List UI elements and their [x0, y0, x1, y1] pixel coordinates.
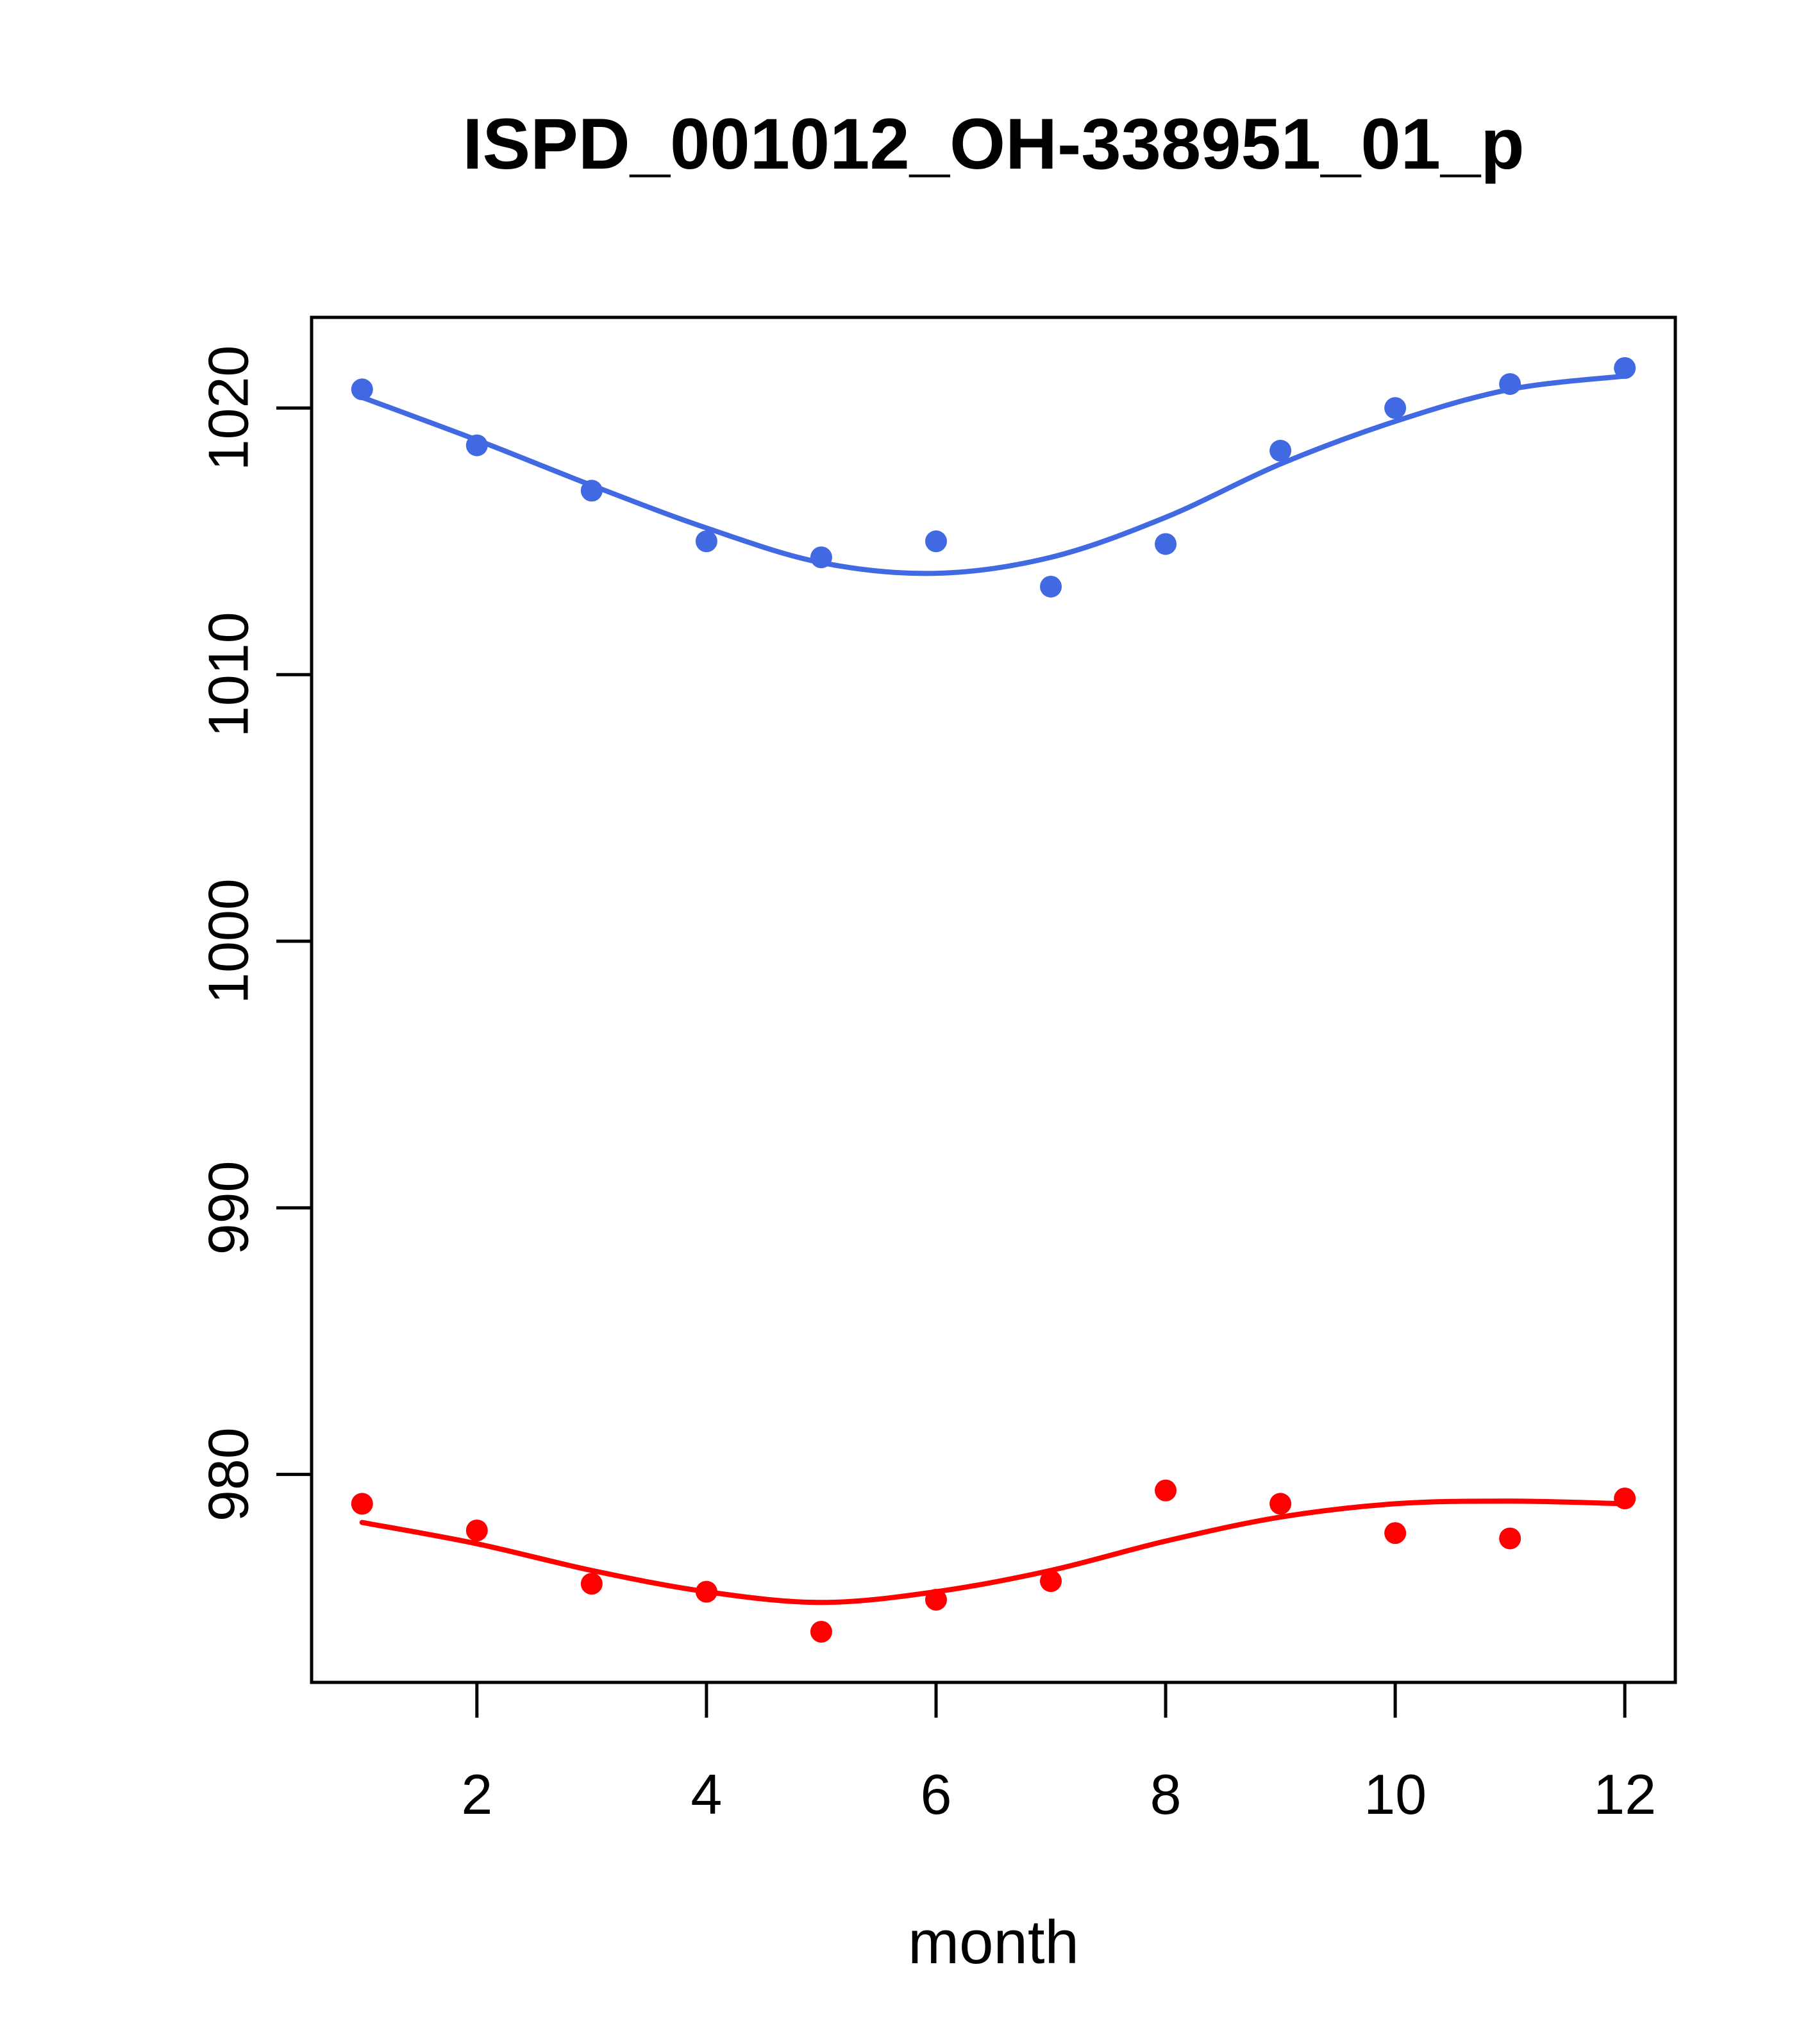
upper-pressure-series-data-point	[580, 480, 603, 502]
y-tick-label: 1020	[197, 345, 260, 471]
lower-pressure-series-data-point	[810, 1620, 832, 1643]
upper-pressure-series-data-point	[925, 530, 947, 553]
y-tick-label: 990	[197, 1160, 260, 1255]
lower-pressure-series-data-point	[695, 1580, 717, 1603]
upper-pressure-series-data-point	[1269, 439, 1292, 462]
lower-pressure-series-data-point	[1155, 1479, 1177, 1502]
x-tick-label: 4	[691, 1763, 722, 1826]
upper-pressure-series-data-point	[1040, 575, 1062, 598]
upper-pressure-series-data-point	[465, 434, 488, 457]
lower-pressure-series-data-point	[1040, 1570, 1062, 1592]
x-tick-label: 12	[1593, 1763, 1656, 1826]
upper-pressure-series-data-point	[810, 546, 832, 569]
y-tick-label: 1000	[197, 878, 260, 1004]
upper-pressure-series-data-point	[1614, 357, 1636, 380]
upper-pressure-series-data-point	[351, 378, 373, 401]
lower-pressure-series-data-point	[351, 1493, 373, 1515]
x-tick-label: 6	[921, 1763, 952, 1826]
upper-pressure-series-data-point	[1155, 533, 1177, 555]
x-axis-label: month	[908, 1908, 1079, 1977]
upper-pressure-series-smooth-line	[359, 373, 1628, 576]
lower-pressure-series-smooth-line	[359, 1498, 1628, 1605]
x-tick-label: 10	[1364, 1763, 1427, 1826]
lower-pressure-series-data-point	[1384, 1522, 1407, 1545]
plot-box	[310, 315, 1677, 1684]
upper-pressure-series-data-point	[1384, 397, 1407, 419]
upper-pressure-series-data-point	[1499, 373, 1521, 395]
lower-pressure-series-data-point	[1499, 1527, 1521, 1550]
lower-pressure-series-data-point	[465, 1519, 488, 1541]
lower-pressure-series-data-point	[1614, 1487, 1636, 1510]
x-tick-label: 8	[1150, 1763, 1182, 1826]
x-tick-label: 2	[461, 1763, 492, 1826]
chart-title: ISPD_001012_OH-338951_01_p	[462, 104, 1525, 184]
lower-pressure-series-data-point	[580, 1573, 603, 1595]
upper-pressure-series-data-point	[695, 530, 717, 553]
lower-pressure-series-data-point	[1269, 1493, 1292, 1515]
lower-pressure-series-data-point	[925, 1589, 947, 1611]
y-tick-label: 1010	[197, 612, 260, 737]
y-tick-label: 980	[197, 1427, 260, 1521]
